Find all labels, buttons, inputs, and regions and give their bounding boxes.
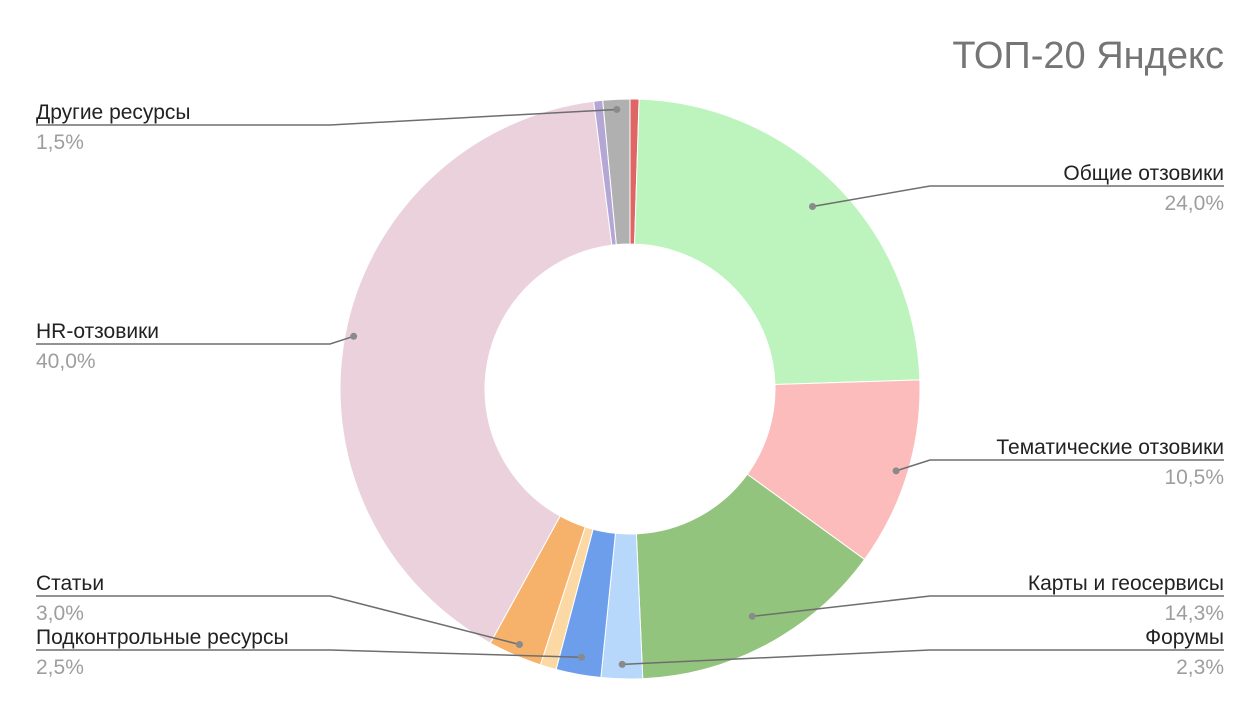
slice-value-карты-и-геосервисы: 14,3%	[1164, 602, 1224, 625]
slice-label-тематические-отзовики: Тематические отзовики	[996, 436, 1224, 459]
slice-label-другие-ресурсы: Другие ресурсы	[36, 101, 190, 124]
leader-line-другие-ресурсы	[36, 108, 617, 126]
slice-карты-и-геосервисы	[635, 473, 866, 680]
slices-group	[339, 98, 921, 680]
leader-dot-общие-отзовики	[809, 202, 817, 210]
leader-dot-форумы	[618, 660, 626, 668]
slice-hr-отзовики	[339, 100, 613, 644]
labels-group: Общие отзовики 24,0% Тематические отзовики…	[36, 101, 1224, 679]
slice-value-статьи: 3,0%	[36, 602, 84, 625]
slice-общие-отзовики	[634, 98, 921, 385]
chart-title: ТОП-20 Яндекс	[952, 35, 1224, 77]
leader-line-подконтрольные-ресурсы	[36, 649, 582, 658]
slice-value-hr-отзовики: 40,0%	[36, 350, 96, 373]
slice-label-карты-и-геосервисы: Карты и геосервисы	[1028, 572, 1224, 595]
slice-value-общие-отзовики: 24,0%	[1164, 192, 1224, 215]
slice-value-другие-ресурсы: 1,5%	[36, 131, 84, 154]
slice-value-форумы: 2,3%	[1176, 656, 1224, 679]
leader-line-форумы	[622, 649, 1224, 666]
leader-line-статьи	[36, 595, 520, 646]
leader-line-тематические-отзовики	[895, 459, 1224, 472]
slice-label-общие-отзовики: Общие отзовики	[1063, 162, 1224, 185]
leader-dot-тематические-отзовики	[892, 467, 900, 475]
slice-label-hr-отзовики: HR-отзовики	[36, 320, 159, 343]
leader-line-hr-отзовики	[36, 335, 354, 345]
slice-label-форумы: Форумы	[1145, 626, 1224, 649]
leader-dot-hr-отзовики	[350, 332, 358, 340]
leader-line-общие-отзовики	[812, 185, 1224, 208]
leader-dot-статьи	[515, 641, 523, 649]
slice-value-тематические-отзовики: 10,5%	[1164, 466, 1224, 489]
leader-dot-карты-и-геосервисы	[748, 612, 756, 620]
slice-другие-ресурсы	[602, 98, 631, 246]
slice-label-подконтрольные-ресурсы: Подконтрольные ресурсы	[36, 626, 289, 649]
leader-line-карты-и-геосервисы	[752, 595, 1224, 618]
slice-value-подконтрольные-ресурсы: 2,5%	[36, 656, 84, 679]
leader-dot-другие-ресурсы	[613, 105, 621, 113]
leader-dot-подконтрольные-ресурсы	[577, 653, 585, 661]
slice-label-статьи: Статьи	[36, 572, 104, 595]
